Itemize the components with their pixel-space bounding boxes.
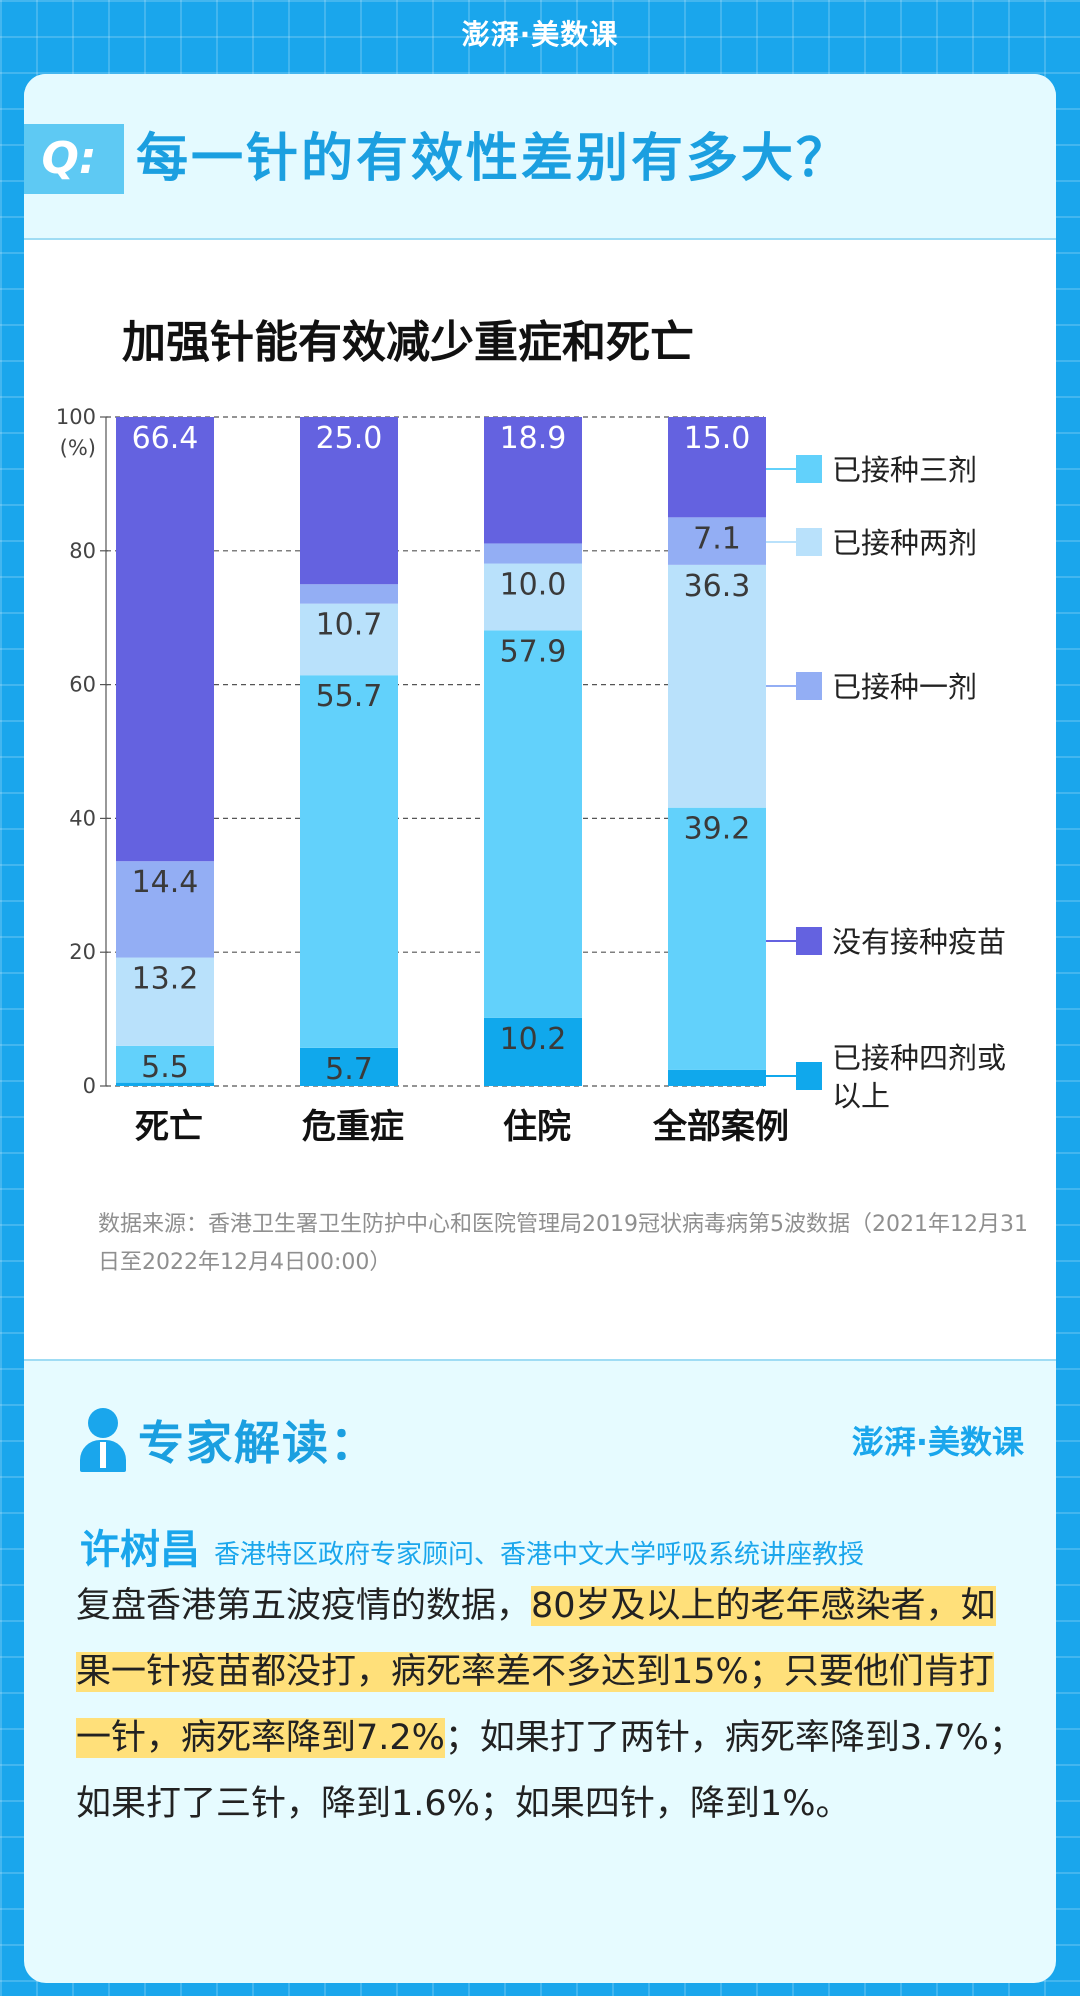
data-label: 14.4 (132, 865, 199, 900)
data-label: 66.4 (132, 421, 199, 456)
bar-segment (300, 417, 398, 585)
legend-label: 以上 (832, 1079, 890, 1113)
quote-highlight: 80岁及以上的老年感染者，如果一针疫苗都没打，病死率差不多达到15%；只要他们肯… (76, 1586, 996, 1758)
y-axis-label: (%) (60, 436, 96, 460)
bar-segment (484, 563, 582, 631)
data-label: 10.7 (316, 608, 383, 643)
category-label: 死亡 (135, 1107, 203, 1147)
bar-segment (300, 584, 398, 604)
brand-logo-bottom: 澎湃·美数课 (851, 1423, 1024, 1461)
data-label: 25.0 (316, 421, 383, 456)
expert-quote: 复盘香港第五波疫情的数据，80岁及以上的老年感染者，如果一针疫苗都没打，病死率差… (76, 1573, 1026, 1837)
category-label: 住院 (503, 1107, 571, 1147)
data-label: 10.0 (500, 568, 567, 603)
bar-segment (668, 807, 766, 1070)
expert-role: 香港特区政府专家顾问、香港中文大学呼吸系统讲座教授 (214, 1540, 865, 1570)
bar-segment (668, 564, 766, 808)
y-tick-label: 40 (69, 806, 96, 830)
legend-swatch (796, 455, 822, 483)
data-label: 15.0 (684, 421, 751, 456)
bar-segment (484, 543, 582, 564)
legend-label: 已接种四剂或 (832, 1041, 1006, 1075)
y-tick-label: 80 (69, 539, 96, 563)
bar-segment (668, 1069, 766, 1086)
person-icon (80, 1408, 126, 1472)
data-label: 57.9 (500, 634, 567, 669)
y-tick-label: 60 (69, 673, 96, 697)
question-header: Q: 每一针的有效性差别有多大？ (24, 74, 1056, 240)
data-label: 5.7 (325, 1052, 373, 1087)
question-title: 每一针的有效性差别有多大？ (136, 129, 852, 189)
bar-segment (116, 1045, 214, 1083)
quote-part: 复盘香港第五波疫情的数据， (76, 1586, 532, 1626)
data-label: 13.2 (132, 962, 199, 997)
chart-title: 加强针能有效减少重症和死亡 (122, 317, 694, 368)
chart-card: Q: 每一针的有效性差别有多大？ 加强针能有效减少重症和死亡 0 20 40 60 80… (24, 74, 1056, 1359)
legend-label: 已接种三剂 (832, 453, 977, 487)
legend-label: 没有接种疫苗 (832, 925, 1006, 959)
bar-segment (484, 417, 582, 544)
bar-segment (116, 861, 214, 958)
bar-segment (668, 417, 766, 518)
data-label: 36.3 (684, 569, 751, 604)
stacked-bar-chart: 0 20 40 60 80 100 (%) 5.5 13.2 14.4 66.4 死亡 5.7 55.7 1… (56, 405, 1006, 1147)
brand-logo-top: 澎湃·美数课 (461, 18, 619, 51)
y-tick-label: 20 (69, 940, 96, 964)
data-label: 10.2 (500, 1022, 567, 1057)
expert-card: 专家解读： 澎湃·美数课 许树昌 香港特区政府专家顾问、香港中文大学呼吸系统讲座… (24, 1359, 1056, 1983)
expert-name-row: 许树昌 香港特区政府专家顾问、香港中文大学呼吸系统讲座教授 (80, 1517, 864, 1575)
legend-label: 已接种一剂 (832, 670, 977, 704)
legend-swatch (796, 927, 822, 955)
y-tick-label: 100 (56, 405, 96, 429)
data-source-note: 数据来源：香港卫生署卫生防护中心和医院管理局2019冠状病毒病第5波数据（202… (98, 1212, 1028, 1275)
data-label: 7.1 (693, 521, 741, 556)
data-label: 55.7 (316, 679, 383, 714)
category-label: 全部案例 (652, 1107, 789, 1147)
data-label: 18.9 (500, 421, 567, 456)
expert-heading-row: 专家解读： (80, 1405, 378, 1475)
data-label: 39.2 (684, 812, 751, 847)
bar-segment (668, 517, 766, 565)
legend-label: 已接种两剂 (832, 526, 977, 560)
bar-segment (484, 630, 582, 1018)
question-badge: Q: (24, 124, 124, 194)
quote-part: ；如果打了两针，病死率降到3.7%；如果打了三针，降到1.6%；如果四针，降到1… (76, 1718, 1024, 1824)
bar-segment (116, 417, 214, 862)
bar-segment (300, 1047, 398, 1086)
legend-swatch (796, 672, 822, 700)
legend-swatch (796, 1062, 822, 1090)
expert-heading: 专家解读： (138, 1416, 378, 1470)
data-label: 5.5 (141, 1050, 189, 1085)
bar-segment (300, 603, 398, 676)
y-tick-label: 0 (83, 1074, 96, 1098)
expert-name: 许树昌 (80, 1527, 200, 1573)
bar-segment (116, 957, 214, 1046)
bar-segment (484, 1017, 582, 1086)
bar-segment (300, 675, 398, 1048)
category-label: 危重症 (302, 1107, 404, 1147)
bar-segment (116, 1082, 214, 1086)
legend-swatch (796, 528, 822, 556)
